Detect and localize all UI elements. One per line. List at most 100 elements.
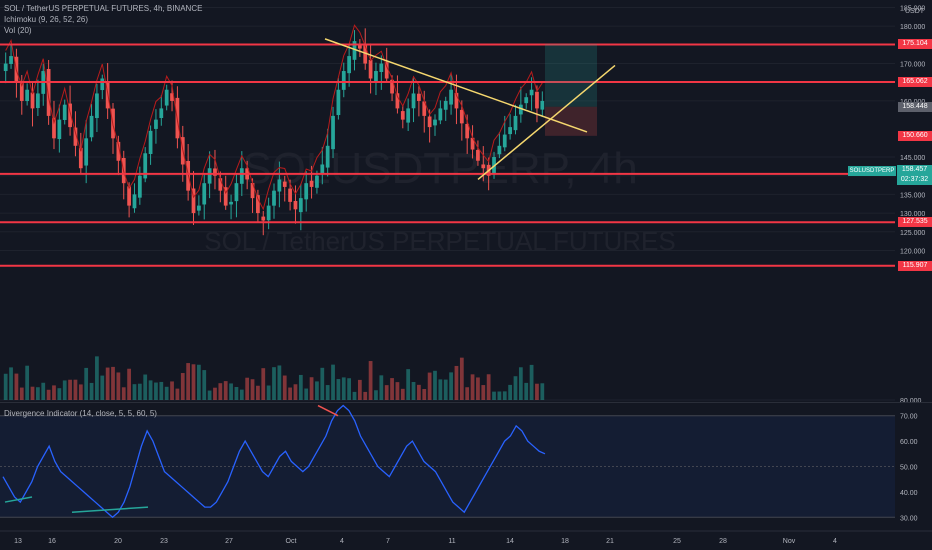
ichimoku-legend[interactable]: Ichimoku (9, 26, 52, 26) [4, 15, 89, 24]
volume-bar [186, 363, 191, 400]
volume-bar [239, 389, 244, 400]
candle-body [261, 216, 266, 221]
candle-body [288, 188, 292, 202]
bullish-divergence [4, 496, 33, 503]
candle-body [304, 183, 309, 200]
candle-body [30, 92, 35, 109]
volume-bar [518, 367, 523, 400]
candle-body [438, 108, 443, 121]
volume-bar [492, 391, 496, 400]
volume-bar [164, 386, 169, 400]
volume-bar [143, 374, 148, 400]
candle-body [331, 115, 335, 150]
candle-body [159, 108, 164, 119]
volume-bar [315, 381, 319, 400]
volume-bar [331, 364, 335, 400]
candle-body [298, 198, 303, 213]
volume-bar [137, 383, 142, 400]
volume-bar [266, 385, 271, 400]
volume-bar [411, 381, 416, 400]
candle-body [191, 188, 196, 214]
volume-bar [298, 374, 303, 400]
oscillator-tick-label: 30.00 [900, 515, 918, 522]
bullish-divergence [71, 506, 149, 513]
candle-body [132, 194, 137, 209]
volume-bar [95, 356, 99, 400]
volume-bar [19, 387, 24, 400]
volume-bar [256, 385, 260, 400]
candle-body [19, 82, 24, 101]
volume-bar [196, 364, 201, 400]
time-tick-label: 23 [160, 538, 168, 545]
volume-bar [277, 365, 282, 400]
volume-bar [395, 382, 400, 400]
price-level-tag: 165.062 [898, 77, 932, 87]
volume-bar [213, 387, 217, 400]
volume-bar [374, 390, 378, 400]
volume-bar [309, 377, 314, 400]
candle-body [89, 115, 94, 138]
price-level-tag: 158.448 [898, 101, 932, 112]
volume-bar [336, 379, 341, 400]
vol-legend[interactable]: Vol (20) [4, 26, 32, 35]
candle-body [502, 134, 507, 148]
volume-bar [207, 390, 212, 400]
oscillator-tick-label: 70.00 [900, 414, 918, 421]
volume-bar [84, 367, 89, 400]
volume-bar [529, 364, 534, 400]
candle-body [223, 187, 228, 206]
candle-body [207, 168, 212, 184]
volume-bar [223, 381, 228, 400]
price-level-tag: 150.660 [898, 130, 932, 141]
candle-body [68, 103, 72, 128]
volume-bar [121, 387, 126, 400]
price-tick-label: 170.000 [900, 62, 925, 69]
time-tick-label: 20 [114, 538, 122, 545]
oscillator-legend[interactable]: Divergence Indicator (14, close, 5, 5, 6… [4, 409, 157, 418]
volume-bar [325, 385, 330, 400]
volume-bar [357, 379, 362, 400]
time-tick-label: 7 [386, 538, 390, 545]
candle-body [390, 79, 394, 94]
volume-bar [379, 375, 384, 400]
candle-body [443, 100, 448, 110]
candle-body [266, 205, 271, 221]
volume-bar [481, 385, 486, 400]
volume-bar [14, 373, 19, 400]
volume-bar [433, 370, 437, 400]
price-level-tag: 127.535 [898, 217, 932, 228]
volume-bar [390, 378, 394, 400]
price-level-tag: 175.104 [898, 39, 932, 50]
bar-countdown: 02:37:32 [900, 176, 929, 183]
candle-body [202, 183, 207, 205]
volume-bar [250, 379, 255, 400]
volume-bar [89, 382, 94, 400]
candle-body [470, 137, 475, 150]
volume-bar [30, 386, 35, 400]
volume-bar [508, 384, 512, 400]
candle-body [535, 91, 539, 109]
candle-body [256, 195, 260, 214]
pane-separator[interactable] [0, 402, 932, 403]
oscillator-line [2, 404, 546, 519]
volume-bar [132, 384, 137, 400]
candle-body [368, 59, 373, 79]
candle-body [148, 130, 153, 154]
volume-bar [175, 388, 180, 400]
candle-body [513, 115, 518, 131]
candle-body [277, 179, 282, 192]
volume-bar [105, 367, 110, 400]
volume-bar [535, 383, 539, 400]
watermark-title: SOLUSDTPERP, 4h [242, 144, 637, 193]
candle-body [293, 200, 298, 210]
volume-bar [427, 372, 432, 400]
time-tick-label: 21 [606, 538, 614, 545]
symbol-legend[interactable]: SOL / TetherUS PERPETUAL FUTURES, 4h, BI… [4, 4, 203, 13]
volume-bar [229, 383, 233, 400]
candle-body [518, 104, 523, 115]
candle-body [465, 124, 470, 139]
volume-bar [524, 382, 529, 400]
volume-bar [422, 389, 427, 400]
candle-body [57, 119, 62, 140]
